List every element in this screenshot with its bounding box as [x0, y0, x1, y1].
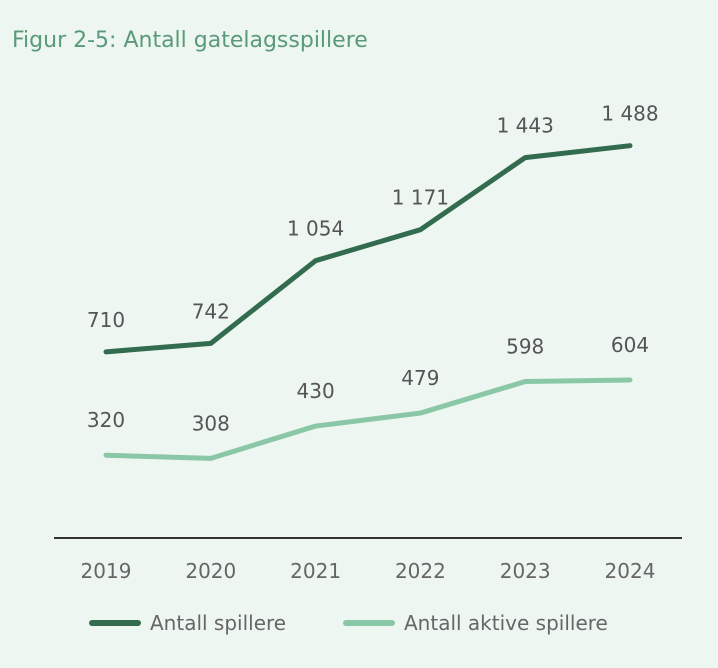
x-tick-label: 2020: [185, 559, 236, 583]
series-line-2: [103, 377, 633, 461]
data-label: 479: [401, 366, 439, 390]
data-label: 1 171: [392, 186, 449, 210]
x-tick-label: 2023: [500, 559, 551, 583]
data-label: 1 054: [287, 217, 344, 241]
x-tick-label: 2019: [81, 559, 132, 583]
data-label: 742: [192, 299, 230, 323]
data-label: 604: [611, 333, 649, 357]
legend-label: Antall spillere: [150, 611, 286, 635]
data-label: 598: [506, 335, 544, 359]
data-label: 1 443: [497, 114, 554, 138]
chart-title: Figur 2-5: Antall gatelagsspillere: [12, 28, 368, 53]
data-label: 430: [297, 379, 335, 403]
legend-label: Antall aktive spillere: [404, 611, 608, 635]
data-label: 308: [192, 411, 230, 435]
data-label: 1 488: [601, 102, 658, 126]
data-label: 710: [87, 308, 125, 332]
x-tick-label: 2021: [290, 559, 341, 583]
x-tick-label: 2024: [605, 559, 656, 583]
data-label: 320: [87, 408, 125, 432]
series-line-1: [103, 143, 633, 355]
x-tick-label: 2022: [395, 559, 446, 583]
